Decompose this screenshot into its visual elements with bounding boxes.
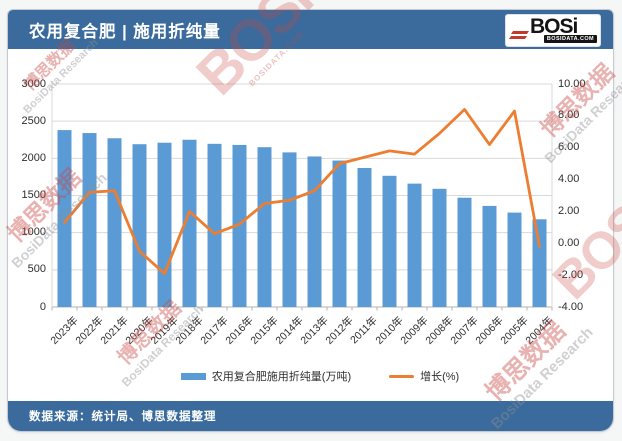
data-source-text: 数据来源：统计局、博思数据整理 [29, 411, 217, 423]
chart-card: 农用复合肥 | 施用折纯量 BOSi BOSIDATA.COM 数据来源：统计局… [7, 9, 614, 432]
logo-subtext: BOSIDATA.COM [543, 35, 597, 43]
page-title: 农用复合肥 | 施用折纯量 [29, 22, 221, 41]
bosi-logo: BOSi BOSIDATA.COM [505, 14, 601, 47]
chart-header-bar: 农用复合肥 | 施用折纯量 BOSi BOSIDATA.COM [8, 10, 613, 49]
logo-text: BOSi [530, 15, 578, 38]
logo-stripes-icon [508, 31, 530, 43]
source-footer-bar: 数据来源：统计局、博思数据整理 [8, 401, 613, 431]
